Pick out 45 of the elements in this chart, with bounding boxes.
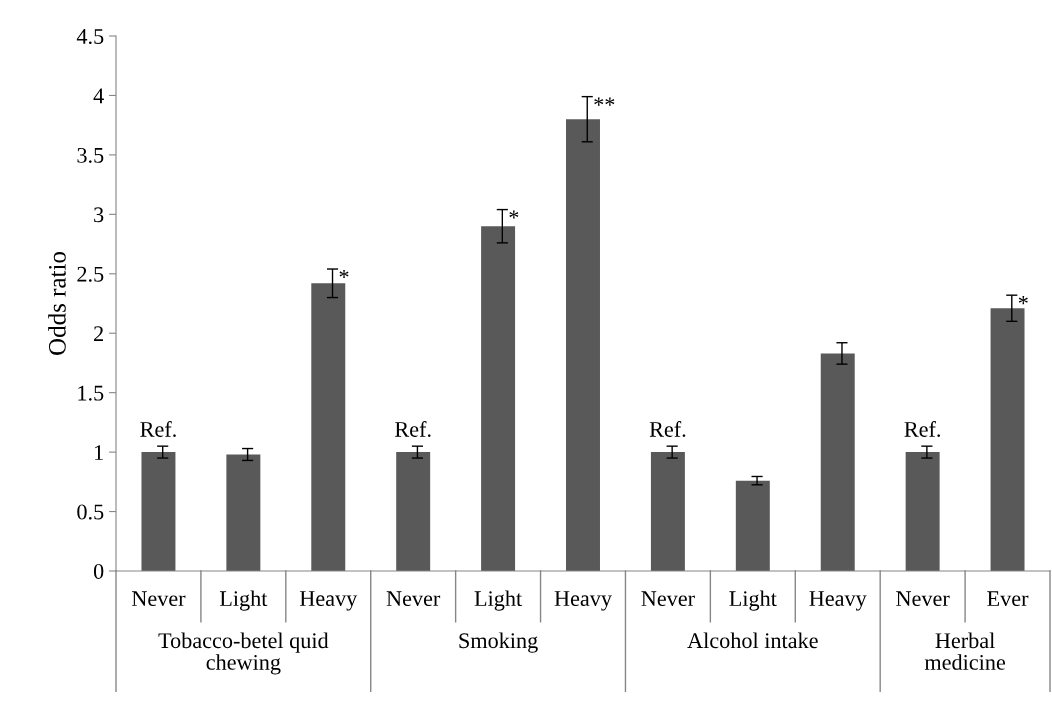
data-label: Ref. (649, 421, 686, 437)
x-tick-label: Light (729, 590, 777, 611)
bar (226, 454, 261, 571)
text: Herbal medicine (924, 632, 1006, 670)
bar (650, 452, 685, 571)
bar (311, 283, 346, 571)
x-tick-label: Light (219, 590, 268, 611)
x-tick-label: Never (131, 591, 186, 607)
x-tick-label: Heavy (809, 591, 867, 611)
bar (141, 452, 176, 571)
bar (566, 119, 600, 571)
text: Alcohol intake (687, 632, 818, 649)
data-label: Ref. (904, 421, 940, 437)
x-tick-label: Never (641, 591, 695, 607)
bar (396, 452, 431, 571)
y-tick-label: 0 (93, 563, 104, 579)
data-label: * (1018, 296, 1028, 305)
x-tick-label: Heavy (554, 591, 612, 611)
bar (735, 480, 770, 571)
text: Tobacco-betel quid chewing (158, 632, 329, 675)
y-tick-label: 2.5 (77, 266, 104, 282)
data-label: Ref. (140, 421, 176, 437)
bar (990, 308, 1025, 571)
text: Smoking (459, 632, 538, 653)
x-tick-label: Never (896, 591, 950, 607)
bar (905, 452, 940, 571)
y-tick-label: 0.5 (77, 504, 104, 520)
y-tick-label: 3.5 (77, 147, 104, 163)
bar (481, 226, 516, 571)
y-tick-label: 2 (94, 326, 103, 341)
data-label: * (509, 210, 519, 219)
x-tick-label: Heavy (299, 591, 358, 611)
data-label: * (339, 269, 349, 279)
y-tick-label: 4 (93, 88, 104, 104)
y-tick-label: 4.5 (76, 29, 104, 45)
y-tick-label: 1 (95, 445, 103, 460)
x-tick-label: Ever (987, 591, 1029, 607)
x-tick-label: Never (386, 591, 441, 607)
bar (820, 353, 855, 571)
x-tick-label: Light (474, 590, 523, 611)
data-label: Ref. (395, 421, 431, 437)
data-label: ** (594, 97, 615, 106)
y-tick-label: 3 (94, 207, 104, 223)
y-axis-title: Odds ratio (48, 252, 66, 355)
y-tick-label: 1.5 (78, 385, 104, 401)
